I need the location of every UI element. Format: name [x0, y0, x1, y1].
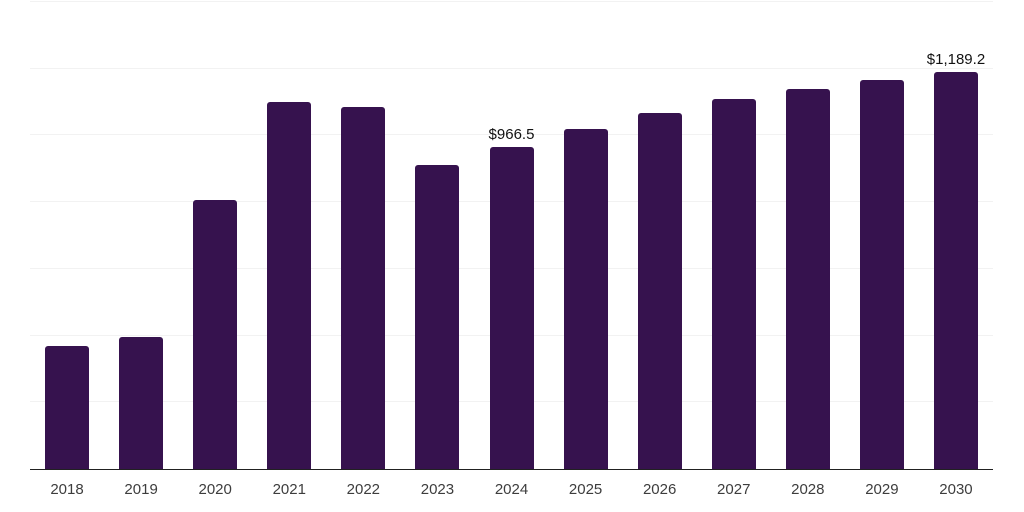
bar-2025[interactable] [563, 128, 608, 469]
bar-2020[interactable] [193, 200, 238, 469]
x-axis-tick-label: 2022 [346, 481, 381, 498]
x-axis-tick-label: 2018 [50, 481, 84, 498]
plot-area: $966.5 $1,189.2 [30, 1, 993, 470]
bar-slot [326, 2, 400, 469]
bar-2023[interactable] [415, 165, 460, 469]
bar-2027[interactable] [711, 98, 756, 469]
bars-container: $966.5 $1,189.2 [30, 2, 993, 469]
bar-2024[interactable]: $966.5 [489, 126, 534, 469]
x-axis-tick-label: 2021 [272, 481, 306, 498]
bar-slot [549, 2, 623, 469]
bar-slot [178, 2, 252, 469]
bar-2029[interactable] [859, 79, 904, 469]
bar-slot [623, 2, 697, 469]
bar-slot: $1,189.2 [919, 2, 993, 469]
bar-slot: $966.5 [474, 2, 548, 469]
x-axis-tick-label: 2023 [420, 481, 455, 498]
x-axis-tick-label: 2029 [865, 481, 899, 498]
bar-2030[interactable]: $1,189.2 [927, 51, 985, 469]
gridline [30, 134, 993, 136]
bar-slot [252, 2, 326, 469]
bar-value-label: $1,189.2 [926, 51, 986, 69]
bar-slot [771, 2, 845, 469]
bar-2019[interactable] [119, 336, 164, 469]
bar-2018[interactable] [45, 346, 90, 469]
x-axis-tick-label: 2024 [494, 481, 529, 498]
bar-2022[interactable] [341, 106, 386, 469]
bar-2021[interactable] [267, 101, 312, 469]
x-axis-tick-label: 2025 [568, 481, 603, 498]
bar-slot [30, 2, 104, 469]
bar-slot [104, 2, 178, 469]
x-axis-tick-label: 2027 [717, 481, 751, 498]
x-axis-tick-label: 2030 [939, 481, 973, 498]
bar-value-label: $966.5 [488, 125, 535, 143]
bar-2028[interactable] [785, 88, 830, 469]
bar-2026[interactable] [637, 113, 682, 469]
gridline [30, 67, 993, 69]
x-axis-tick-label: 2020 [198, 481, 232, 498]
gridline [30, 1, 993, 2]
x-axis-line [30, 468, 993, 470]
bar-slot [697, 2, 771, 469]
x-axis-tick-label: 2026 [642, 481, 677, 498]
x-axis-labels: 2018 2019 2020 2021 2022 2023 2024 2025 2026 2027… [30, 481, 993, 499]
bar-slot [845, 2, 919, 469]
bar-slot [400, 2, 474, 469]
x-axis-tick-label: 2028 [791, 481, 825, 498]
x-axis-tick-label: 2019 [124, 481, 158, 498]
